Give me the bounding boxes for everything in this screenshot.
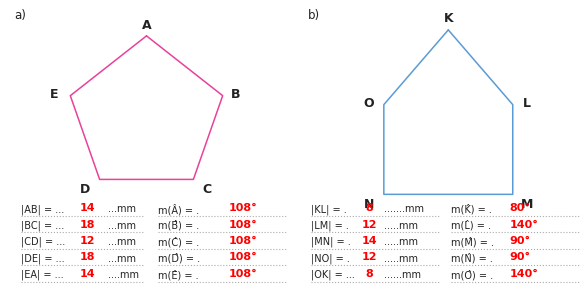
Text: 12: 12 <box>80 236 96 246</box>
Text: 80°: 80° <box>510 203 531 213</box>
Text: m(Ô) = .: m(Ô) = . <box>451 270 493 280</box>
Text: 8: 8 <box>365 203 373 213</box>
Text: N: N <box>363 198 374 211</box>
Text: ....mm: ....mm <box>108 270 139 280</box>
Text: 12: 12 <box>362 219 377 230</box>
Text: 14: 14 <box>80 269 96 279</box>
Text: O: O <box>363 97 374 110</box>
Text: .....mm: .....mm <box>384 221 418 231</box>
Text: |OK| = ...: |OK| = ... <box>311 270 355 280</box>
Text: M: M <box>520 198 533 211</box>
Text: m(D̂) = .: m(D̂) = . <box>158 253 200 264</box>
Text: m(Â) = .: m(Â) = . <box>158 204 199 215</box>
Text: 108°: 108° <box>229 252 257 263</box>
Text: ......mm: ......mm <box>384 270 421 280</box>
Text: |AB| = ...: |AB| = ... <box>21 204 64 215</box>
Text: 108°: 108° <box>229 236 257 246</box>
Text: C: C <box>202 183 211 196</box>
Text: m(L̂) = .: m(L̂) = . <box>451 220 491 231</box>
Text: |BC| = ...: |BC| = ... <box>21 220 64 231</box>
Text: |MN| = .: |MN| = . <box>311 237 350 248</box>
Text: B: B <box>231 88 241 101</box>
Text: |NO| = .: |NO| = . <box>311 253 349 264</box>
Text: m(Ĉ) = .: m(Ĉ) = . <box>158 237 199 248</box>
Text: 18: 18 <box>80 252 96 263</box>
Text: m(Ê) = .: m(Ê) = . <box>158 270 199 280</box>
Text: D: D <box>80 183 90 196</box>
Text: L: L <box>523 97 531 110</box>
Text: 108°: 108° <box>229 269 257 279</box>
Text: |LM| = .: |LM| = . <box>311 220 349 231</box>
Text: ...mm: ...mm <box>108 254 137 264</box>
Text: m(K̂) = .: m(K̂) = . <box>451 204 492 215</box>
Text: 18: 18 <box>80 219 96 230</box>
Text: 14: 14 <box>80 203 96 213</box>
Text: ...mm: ...mm <box>108 221 137 231</box>
Text: K: K <box>444 12 453 25</box>
Text: E: E <box>50 88 59 101</box>
Text: .....mm: .....mm <box>384 254 418 264</box>
Text: 12: 12 <box>362 252 377 263</box>
Text: 90°: 90° <box>510 236 531 246</box>
Text: m(N̂) = .: m(N̂) = . <box>451 253 493 264</box>
Text: 140°: 140° <box>510 269 539 279</box>
Text: |KL| = .: |KL| = . <box>311 204 346 215</box>
Text: 90°: 90° <box>510 252 531 263</box>
Text: b): b) <box>308 9 320 22</box>
Text: m(M̂) = .: m(M̂) = . <box>451 237 494 248</box>
Text: m(B̂) = .: m(B̂) = . <box>158 220 199 231</box>
Text: .....mm: .....mm <box>384 237 418 247</box>
Text: a): a) <box>15 9 26 22</box>
Text: ...mm: ...mm <box>108 237 137 247</box>
Text: |CD| = ...: |CD| = ... <box>21 237 65 248</box>
Text: .......mm: .......mm <box>384 204 424 214</box>
Text: 8: 8 <box>365 269 373 279</box>
Text: ...mm: ...mm <box>108 204 137 214</box>
Text: 108°: 108° <box>229 203 257 213</box>
Text: A: A <box>142 19 151 32</box>
Text: |DE| = ...: |DE| = ... <box>21 253 64 264</box>
Text: 108°: 108° <box>229 219 257 230</box>
Text: 14: 14 <box>362 236 377 246</box>
Text: 140°: 140° <box>510 219 539 230</box>
Text: |EA| = ...: |EA| = ... <box>21 270 63 280</box>
